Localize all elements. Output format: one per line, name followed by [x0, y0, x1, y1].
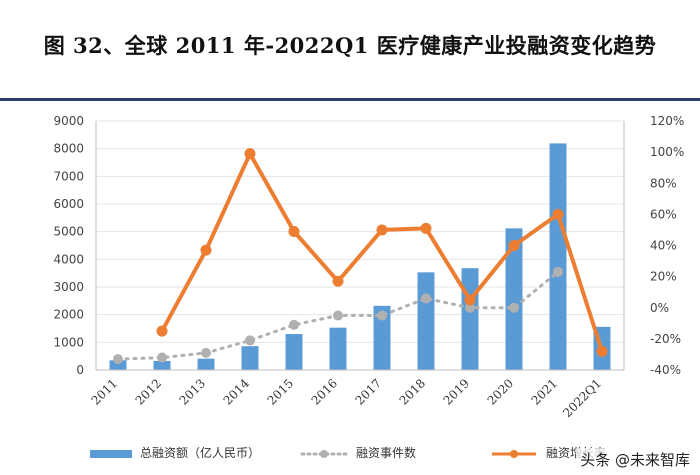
chart: 0 1000 2000 3000 4000 5000 6000 7000 8000 9000 -4… — [53, 114, 684, 420]
events-point — [201, 347, 211, 358]
events-point — [333, 310, 343, 321]
left-tick-label: 3000 — [53, 280, 84, 294]
legend-swatch-growth — [492, 449, 536, 458]
growth-point — [288, 225, 300, 237]
bar — [461, 268, 479, 370]
events-point — [553, 266, 563, 277]
legend-label-bars: 总融资额（亿人民币） — [140, 446, 261, 460]
x-tick-label: 2019 — [441, 376, 472, 407]
growth-point — [332, 275, 344, 287]
legend-label-events: 融资事件数 — [356, 446, 417, 460]
left-tick-label: 9000 — [53, 114, 84, 128]
bar — [241, 346, 259, 370]
x-tick-label: 2020 — [485, 376, 516, 407]
events-point — [377, 310, 387, 321]
x-tick-label: 2021 — [529, 376, 560, 407]
growth-point — [596, 345, 608, 357]
legend-swatch-events — [300, 449, 348, 458]
growth-point — [244, 148, 256, 160]
left-tick-label: 7000 — [53, 169, 84, 183]
chart-title: 图 32、全球 2011 年-2022Q1 医疗健康产业投融资变化趋势 — [43, 33, 657, 58]
events-point — [245, 335, 255, 346]
growth-point — [376, 224, 388, 236]
title-underline — [0, 98, 700, 101]
right-tick-label: 80% — [650, 176, 677, 190]
gridlines — [96, 120, 624, 371]
left-tick-label: 2000 — [53, 308, 84, 322]
right-tick-label: -40% — [650, 363, 681, 377]
events-series — [113, 266, 563, 365]
right-tick-label: 60% — [650, 207, 677, 221]
left-tick-label: 6000 — [53, 197, 84, 211]
growth-point — [200, 244, 212, 256]
growth-point — [508, 240, 520, 251]
x-tick-label: 2012 — [133, 376, 164, 407]
right-tick-label: 100% — [650, 145, 684, 159]
bar — [285, 334, 303, 370]
legend-swatch-bars — [90, 449, 132, 458]
legend-item-events: 融资事件数 — [300, 440, 416, 466]
x-tick-label: 2014 — [221, 376, 253, 408]
growth-point — [156, 325, 168, 337]
right-axis-ticks: -40% -20% 0% 20% 40% 60% 80% 100% 120% — [650, 114, 684, 377]
left-axis-ticks: 0 1000 2000 3000 4000 5000 6000 7000 8000 9000 — [53, 114, 84, 377]
bar — [549, 143, 567, 370]
left-tick-label: 0 — [76, 363, 84, 377]
right-tick-label: 0% — [650, 301, 669, 315]
legend-item-bars: 总融资额（亿人民币） — [90, 440, 260, 466]
watermark: 头条 @未来智库 — [576, 448, 694, 471]
x-tick-label: 2015 — [265, 376, 296, 407]
x-tick-label: 2018 — [397, 376, 428, 407]
left-tick-label: 4000 — [53, 252, 84, 266]
events-point — [289, 319, 299, 330]
left-tick-label: 1000 — [53, 335, 84, 349]
events-point — [113, 354, 123, 365]
bar — [329, 327, 347, 370]
right-tick-label: 40% — [650, 239, 677, 253]
x-tick-label: 2016 — [309, 376, 340, 407]
events-point — [465, 302, 475, 313]
growth-point — [464, 294, 476, 306]
right-tick-label: 120% — [650, 114, 684, 128]
events-point — [157, 352, 167, 363]
bar — [417, 272, 435, 370]
bar — [197, 358, 215, 370]
x-tick-label: 2017 — [353, 376, 384, 407]
x-tick-label: 2011 — [89, 376, 120, 407]
growth-point — [420, 222, 432, 234]
right-tick-label: 20% — [650, 270, 677, 284]
x-tick-label: 2022Q1 — [560, 376, 604, 420]
events-point — [509, 302, 519, 313]
bar — [109, 360, 127, 370]
bar — [153, 360, 171, 370]
events-point — [421, 293, 431, 304]
left-tick-label: 5000 — [53, 225, 84, 239]
bar — [373, 305, 391, 370]
growth-point — [552, 208, 564, 220]
bar — [505, 228, 523, 370]
growth-series — [156, 148, 608, 357]
axes — [95, 121, 625, 371]
x-axis-ticks: 2011 2012 2013 2014 2015 2016 2017 2018 2019 2020… — [89, 376, 604, 420]
left-tick-label: 8000 — [53, 142, 84, 156]
x-tick-label: 2013 — [177, 376, 208, 407]
right-tick-label: -20% — [650, 332, 681, 346]
